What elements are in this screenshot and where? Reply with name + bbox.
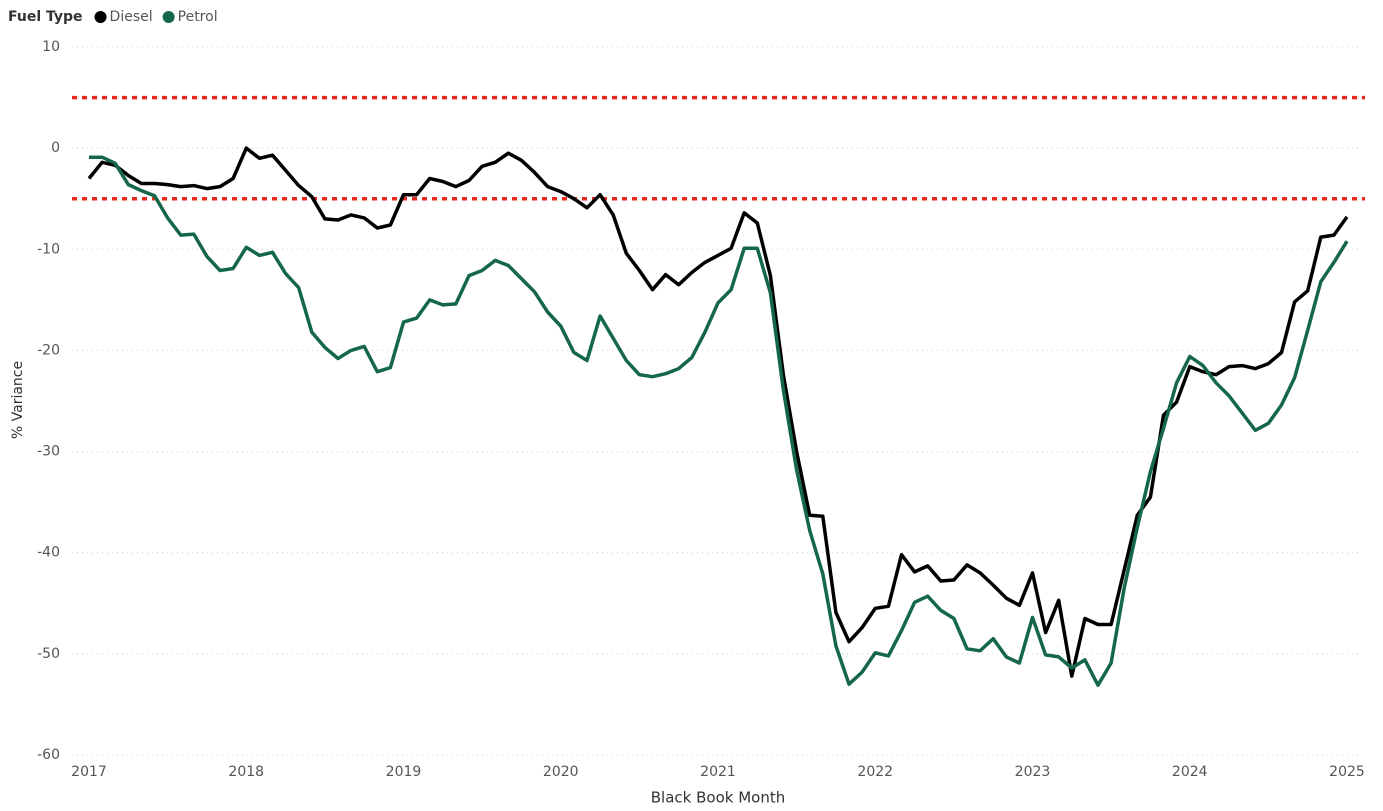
y-tick-label: -50 bbox=[37, 646, 60, 662]
x-tick-label: 2017 bbox=[71, 764, 107, 780]
legend-label: Diesel bbox=[110, 9, 153, 25]
x-tick-label: 2025 bbox=[1329, 764, 1365, 780]
x-tick-label: 2024 bbox=[1172, 764, 1208, 780]
y-tick-label: -60 bbox=[37, 747, 60, 763]
y-tick-label: -30 bbox=[37, 444, 60, 460]
x-tick-label: 2022 bbox=[857, 764, 893, 780]
y-tick-label: 0 bbox=[51, 140, 60, 156]
x-tick-label: 2023 bbox=[1015, 764, 1051, 780]
x-tick-label: 2020 bbox=[543, 764, 579, 780]
legend-title: Fuel Type bbox=[8, 9, 83, 25]
y-tick-label: -10 bbox=[37, 241, 60, 257]
y-axis-title: % Variance bbox=[10, 361, 26, 439]
legend-marker bbox=[162, 11, 175, 23]
y-tick-label: -20 bbox=[37, 342, 60, 358]
x-tick-label: 2021 bbox=[700, 764, 736, 780]
legend-label: Petrol bbox=[178, 9, 218, 25]
y-tick-label: 10 bbox=[42, 39, 60, 55]
series-line bbox=[89, 155, 1349, 687]
x-axis-title: Black Book Month bbox=[651, 789, 785, 807]
series-line bbox=[87, 146, 1349, 678]
x-tick-label: 2018 bbox=[228, 764, 264, 780]
y-tick-label: -40 bbox=[37, 545, 60, 561]
legend-marker bbox=[94, 11, 107, 23]
x-tick-label: 2019 bbox=[386, 764, 422, 780]
